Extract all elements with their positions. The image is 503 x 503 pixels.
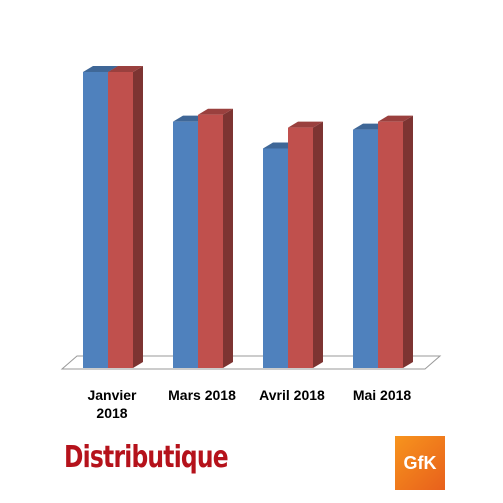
bar (263, 148, 288, 368)
bar-side (403, 115, 413, 368)
floor (60, 355, 442, 370)
bar (288, 127, 313, 368)
x-tick-label: Mars 2018 (168, 387, 236, 403)
bar-side (223, 108, 233, 368)
bar (198, 114, 223, 368)
bar (353, 129, 378, 368)
logo-gfk: GfK (395, 436, 445, 490)
bar-top (83, 65, 118, 72)
bar-top (288, 121, 323, 128)
bar (83, 71, 108, 368)
bar-top (198, 108, 233, 115)
bar (108, 71, 133, 368)
x-tick-label: Avril 2018 (259, 387, 325, 403)
x-tick-label: Janvier 2018 (87, 387, 137, 421)
bar-side (133, 65, 143, 368)
bar (378, 121, 403, 368)
bar-top (378, 115, 413, 122)
bar (173, 121, 198, 368)
bar-top (108, 65, 143, 72)
bar-side (313, 121, 323, 368)
logo-distributique: Distributique (64, 440, 229, 475)
x-tick-label: Mai 2018 (352, 387, 412, 403)
